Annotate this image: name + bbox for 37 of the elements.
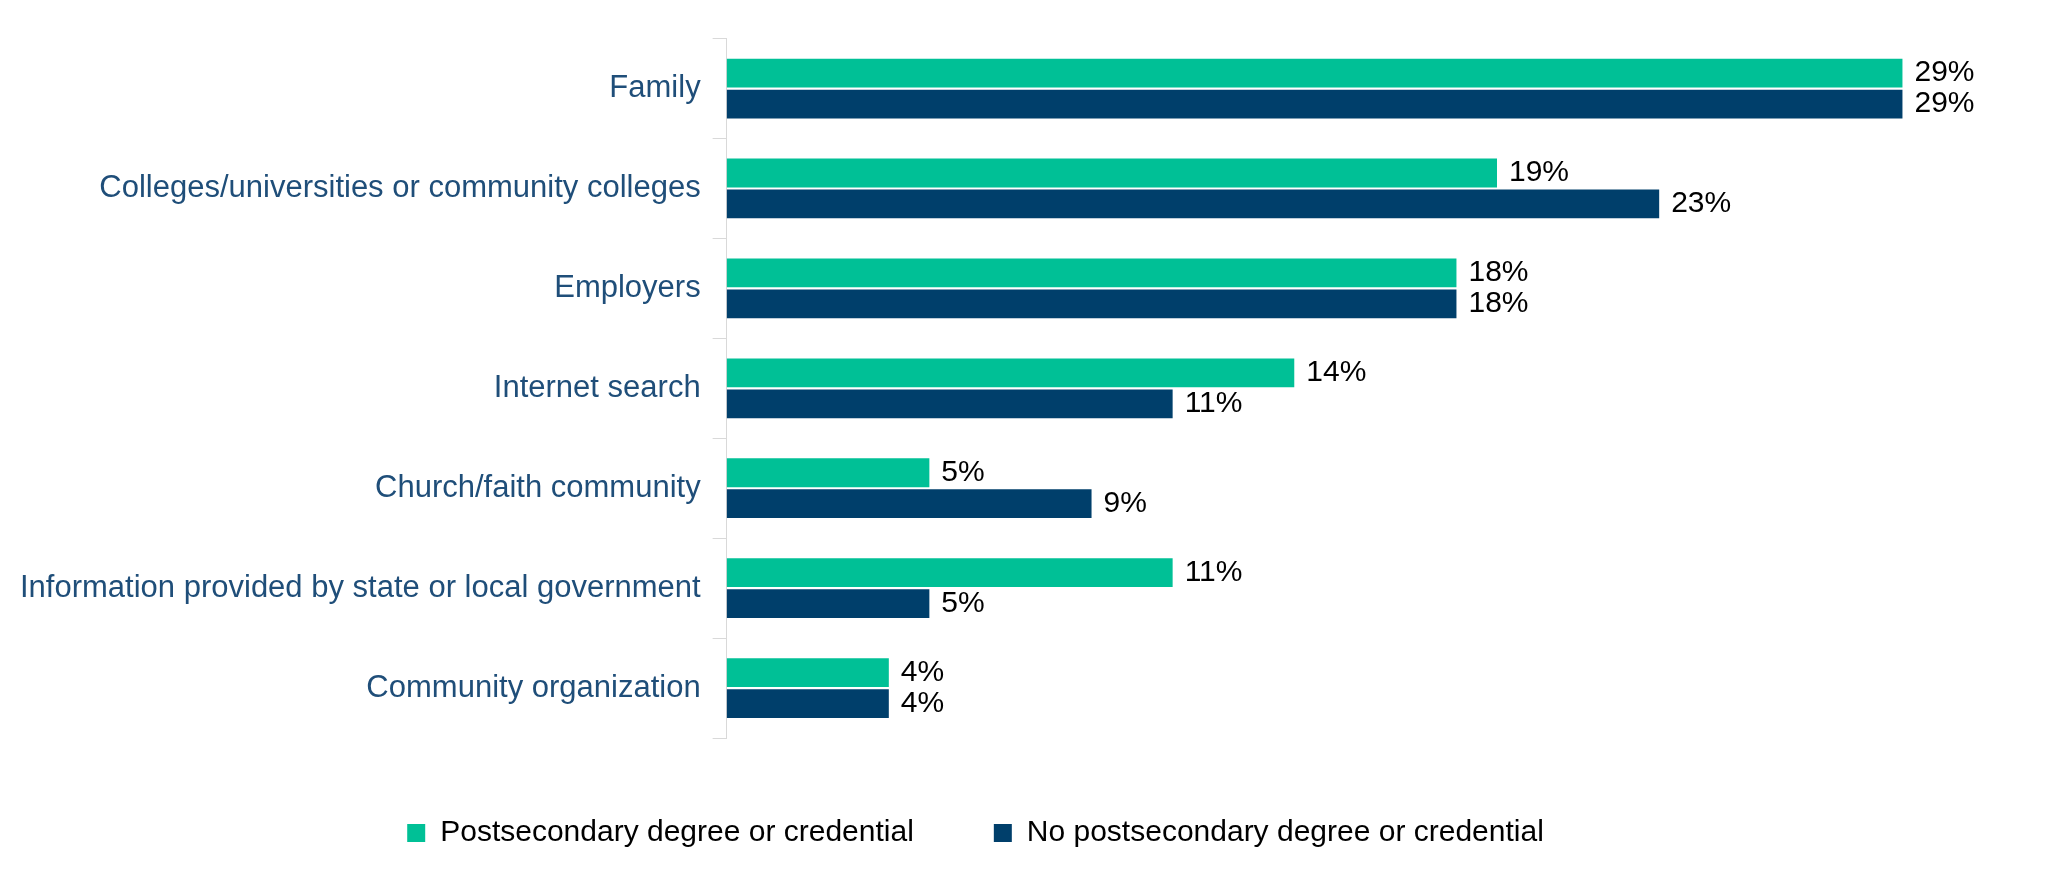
data-label: 11% <box>1184 553 1243 587</box>
data-label: 11% <box>1184 385 1243 419</box>
bar <box>726 189 1660 219</box>
bar <box>726 689 889 718</box>
bar <box>726 558 1173 588</box>
data-label: 23% <box>1671 185 1732 219</box>
data-label: 18% <box>1468 285 1529 319</box>
data-label: 18% <box>1468 254 1529 288</box>
y-tick-label: Internet search <box>493 368 701 404</box>
data-label: 19% <box>1509 154 1570 188</box>
y-tick-label: Employers <box>554 268 701 304</box>
legend-label: No postsecondary degree or credential <box>1026 814 1544 848</box>
data-label: 5% <box>941 453 985 487</box>
y-tick-label: Community organization <box>366 668 701 704</box>
y-tick-label: Family <box>609 69 702 105</box>
bar <box>726 58 1903 88</box>
bar <box>726 258 1457 288</box>
bar <box>726 89 1903 119</box>
legend-label: Postsecondary degree or credential <box>440 814 914 848</box>
y-tick-label: Colleges/universities or community colleges <box>99 169 701 205</box>
data-label: 29% <box>1914 54 1975 88</box>
data-label: 4% <box>900 653 945 687</box>
y-tick-label: Church/faith community <box>375 468 702 504</box>
data-label: 9% <box>1103 484 1147 518</box>
bar <box>726 489 1092 519</box>
bar <box>726 358 1295 388</box>
bar <box>726 589 930 619</box>
bar <box>726 158 1497 188</box>
bar <box>726 458 930 488</box>
bar <box>726 658 889 687</box>
data-label: 29% <box>1914 85 1975 119</box>
y-tick-label: Information provided by state or local government <box>20 568 702 604</box>
bar <box>726 289 1457 319</box>
data-label: 14% <box>1306 354 1367 388</box>
data-label: 5% <box>941 584 985 618</box>
data-label: 4% <box>900 684 945 718</box>
bar <box>726 389 1173 419</box>
